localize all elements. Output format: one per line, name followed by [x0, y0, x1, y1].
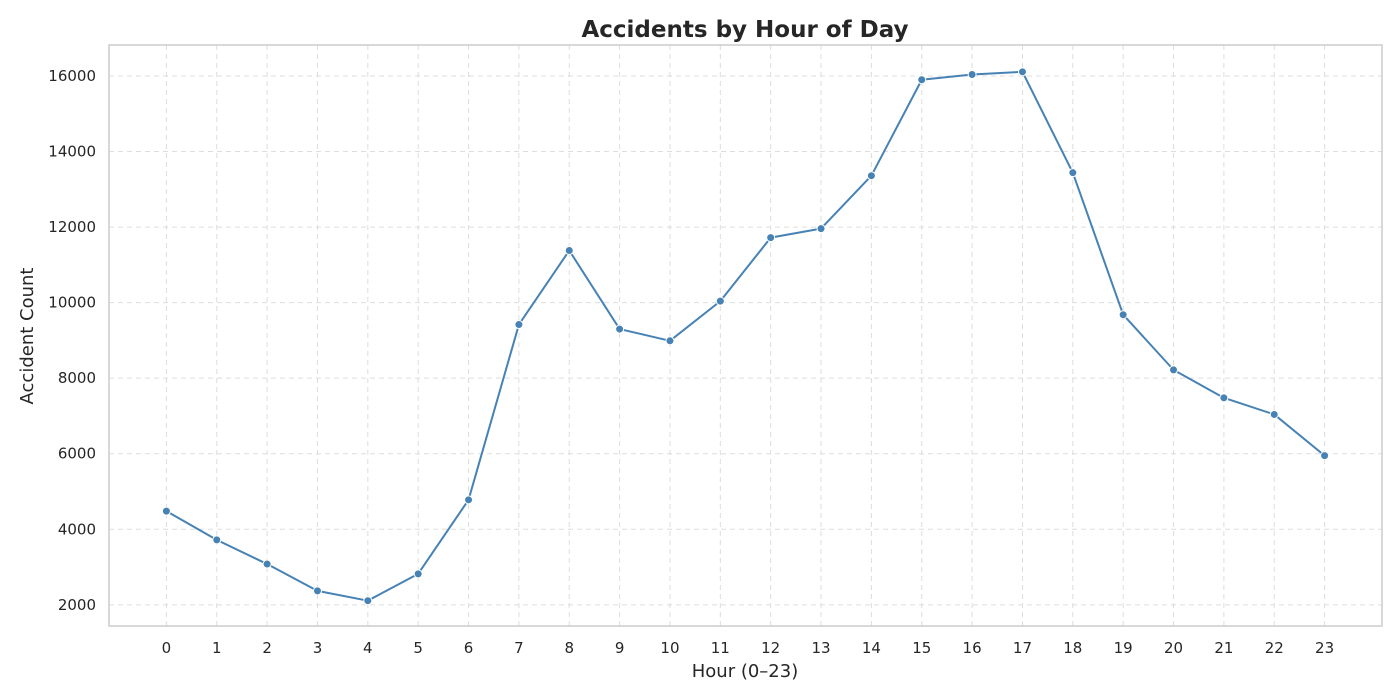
x-tick-label: 19 — [1114, 639, 1133, 657]
data-point — [1269, 409, 1279, 419]
data-point — [1169, 365, 1179, 375]
data-point — [816, 224, 826, 234]
y-axis-label: Accident Count — [17, 268, 38, 405]
x-tick-label: 17 — [1013, 639, 1032, 657]
y-tick-label: 12000 — [48, 218, 96, 236]
x-tick-label: 8 — [564, 639, 574, 657]
data-point — [715, 296, 725, 306]
data-point — [917, 75, 927, 85]
y-tick-label: 2000 — [58, 596, 96, 614]
series-layer — [161, 67, 1330, 606]
data-point — [161, 506, 171, 516]
y-tick-label: 6000 — [58, 445, 96, 463]
x-tick-label: 5 — [413, 639, 423, 657]
y-tick-label: 8000 — [58, 369, 96, 387]
data-point — [1118, 310, 1128, 320]
data-point — [866, 171, 876, 181]
data-point — [464, 495, 474, 505]
data-point — [212, 535, 222, 545]
x-tick-label: 2 — [262, 639, 272, 657]
data-point — [413, 569, 423, 579]
x-tick-label: 7 — [514, 639, 524, 657]
x-tick-label: 1 — [212, 639, 222, 657]
data-point — [363, 596, 373, 606]
x-tick-label: 14 — [862, 639, 881, 657]
x-tick-label: 22 — [1265, 639, 1284, 657]
data-point — [1219, 393, 1229, 403]
data-point — [1320, 451, 1330, 461]
x-tick-label: 9 — [615, 639, 625, 657]
data-point — [514, 320, 524, 330]
plot-frame — [108, 44, 1383, 627]
x-axis-label: Hour (0–23) — [692, 661, 798, 682]
x-tick-label: 20 — [1164, 639, 1183, 657]
data-point — [1017, 67, 1027, 77]
grid — [109, 45, 1382, 626]
series-line — [165, 70, 1326, 602]
x-tick-label: 16 — [963, 639, 982, 657]
x-tick-label: 23 — [1315, 639, 1334, 657]
data-point — [967, 69, 977, 79]
x-tick-label: 11 — [711, 639, 730, 657]
data-point — [262, 559, 272, 569]
x-axis-ticks: 0 1 2 3 4 5 6 7 8 9 10 11 12 13 14 15 16 17 18 19 20 21 22 23 — [162, 639, 1335, 657]
x-tick-label: 0 — [162, 639, 172, 657]
chart-title: Accidents by Hour of Day — [581, 17, 908, 43]
data-point — [766, 233, 776, 243]
x-tick-label: 18 — [1063, 639, 1082, 657]
x-tick-label: 10 — [660, 639, 679, 657]
data-point — [665, 336, 675, 346]
y-tick-label: 14000 — [48, 143, 96, 161]
x-tick-label: 15 — [912, 639, 931, 657]
data-point — [1068, 168, 1078, 178]
y-tick-label: 4000 — [58, 520, 96, 538]
x-tick-label: 4 — [363, 639, 373, 657]
x-tick-label: 21 — [1214, 639, 1233, 657]
y-tick-label: 16000 — [48, 67, 96, 85]
data-point — [564, 246, 574, 256]
data-point — [312, 586, 322, 596]
x-tick-label: 3 — [313, 639, 323, 657]
data-point — [615, 324, 625, 334]
x-tick-label: 6 — [464, 639, 474, 657]
x-tick-label: 12 — [761, 639, 780, 657]
y-tick-label: 10000 — [48, 294, 96, 312]
x-tick-label: 13 — [811, 639, 830, 657]
y-axis-ticks: 2000 4000 6000 8000 10000 12000 14000 16000 — [48, 67, 96, 614]
